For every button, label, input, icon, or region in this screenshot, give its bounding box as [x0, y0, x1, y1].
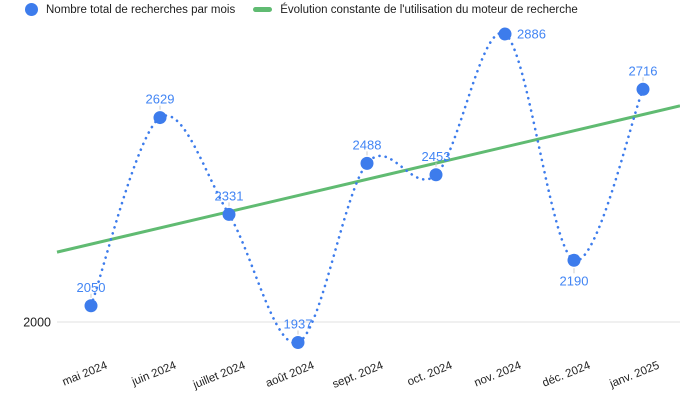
series-dotted-line [89, 31, 645, 345]
point-value-label: 2190 [560, 273, 589, 288]
chart-legend: Nombre total de recherches par mois Évol… [25, 3, 578, 16]
data-point[interactable] [84, 299, 98, 313]
legend-marker-circle-icon [25, 3, 38, 16]
data-point[interactable] [429, 168, 443, 182]
point-value-label: 2050 [77, 280, 106, 295]
point-value-label: 1937 [284, 316, 313, 331]
data-point[interactable] [360, 156, 374, 170]
trend-line [56, 104, 680, 254]
x-axis-label: janv. 2025 [607, 360, 661, 391]
point-value-label: 2886 [517, 27, 546, 42]
data-point[interactable] [567, 253, 581, 267]
x-axis-label: août 2024 [264, 359, 316, 390]
x-axis-label: nov. 2024 [473, 359, 524, 389]
data-point[interactable] [153, 111, 167, 125]
x-axis-label: juin 2024 [129, 359, 178, 388]
x-axis-label: mai 2024 [61, 359, 110, 388]
x-axis-label: oct. 2024 [406, 359, 455, 388]
x-axis-label: sept. 2024 [331, 359, 386, 390]
x-axis-label: déc. 2024 [541, 359, 593, 389]
data-point[interactable] [222, 207, 236, 221]
legend-item-trendline: Évolution constante de l'utilisation du … [253, 4, 578, 16]
point-value-label: 2488 [353, 137, 382, 152]
y-axis-tick-label: 2000 [23, 316, 51, 330]
data-point[interactable] [291, 335, 305, 349]
point-value-label: 2716 [629, 63, 658, 78]
x-axis-label: juillet 2024 [191, 359, 248, 391]
point-value-label: 2331 [215, 188, 244, 203]
data-point[interactable] [636, 82, 650, 96]
legend-label-trendline: Évolution constante de l'utilisation du … [280, 3, 578, 16]
point-value-label: 2453 [422, 149, 451, 164]
data-point[interactable] [498, 27, 512, 41]
point-value-label: 2629 [146, 92, 175, 107]
legend-label-searches-series: Nombre total de recherches par mois [46, 3, 236, 16]
legend-item-searches-series: Nombre total de recherches par mois [25, 3, 235, 16]
legend-marker-dash-icon [253, 7, 273, 12]
